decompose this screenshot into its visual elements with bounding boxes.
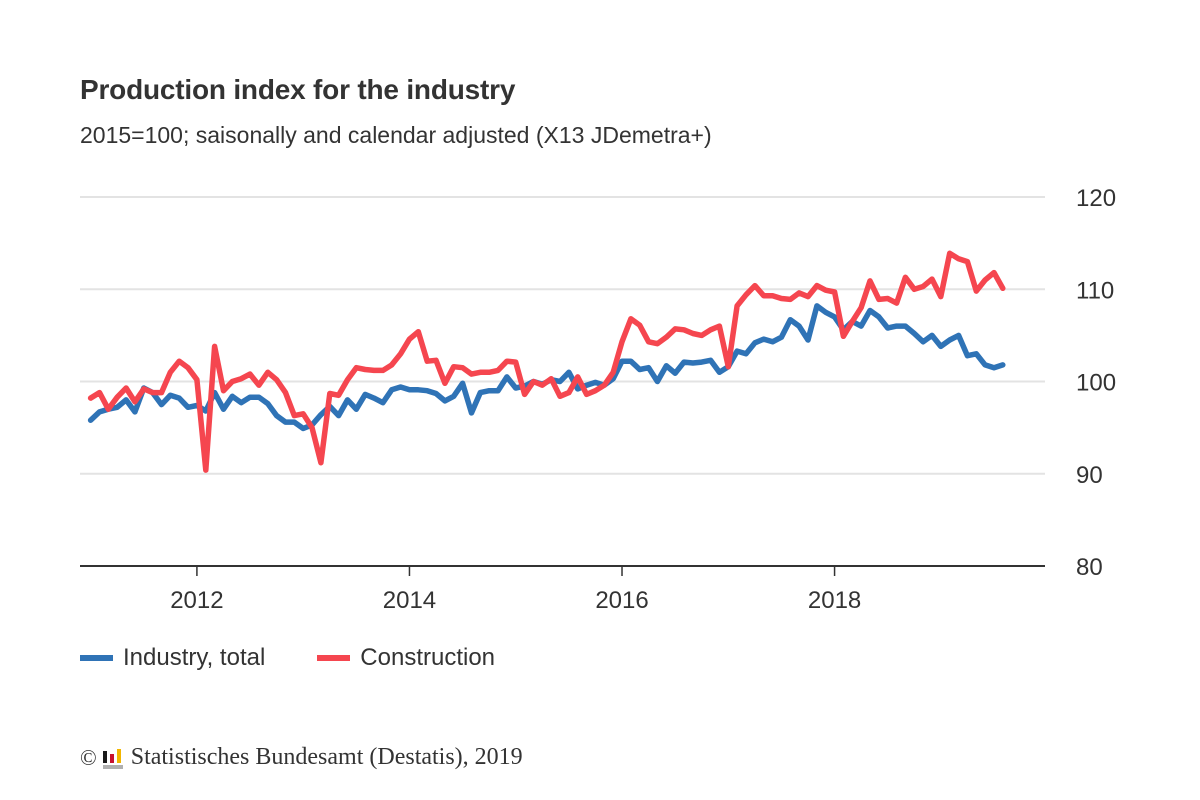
legend-item-industry[interactable]: Industry, total: [80, 644, 265, 672]
x-tick-label: 2014: [383, 587, 436, 614]
y-tick-label: 110: [1076, 277, 1114, 304]
y-tick-label: 120: [1076, 185, 1116, 212]
x-tick-label: 2016: [595, 587, 648, 614]
x-tick-label: 2018: [808, 587, 861, 614]
x-tick-label: 2012: [170, 587, 223, 614]
chart-subtitle: 2015=100; saisonally and calendar adjust…: [80, 122, 712, 148]
legend-label-industry: Industry, total: [123, 644, 266, 671]
series-line-construction[interactable]: [87, 250, 1006, 473]
legend-swatch-industry: [80, 655, 113, 661]
y-axis-ticks: 80 90 100 110 120: [1076, 185, 1116, 581]
series-lines: [87, 250, 1006, 473]
legend-item-construction[interactable]: Construction: [317, 644, 495, 672]
copyright-symbol: ©: [80, 744, 97, 770]
destatis-logo-icon: [102, 747, 123, 769]
y-tick-label: 100: [1076, 370, 1116, 397]
legend-label-construction: Construction: [360, 644, 496, 671]
source-footer: © Statistisches Bundesamt (Destatis), 20…: [80, 744, 523, 771]
legend: Industry, total Construction: [80, 644, 547, 672]
y-tick-label: 80: [1076, 554, 1103, 581]
chart-title: Production index for the industry: [80, 74, 516, 105]
series-line-industry[interactable]: [87, 303, 1006, 432]
source-text: Statistisches Bundesamt (Destatis), 2019: [130, 744, 523, 770]
legend-swatch-construction: [317, 655, 351, 661]
y-tick-label: 90: [1076, 462, 1103, 489]
x-axis: 2012 2014 2016 2018: [80, 565, 1045, 614]
grid-lines: [80, 196, 1045, 475]
